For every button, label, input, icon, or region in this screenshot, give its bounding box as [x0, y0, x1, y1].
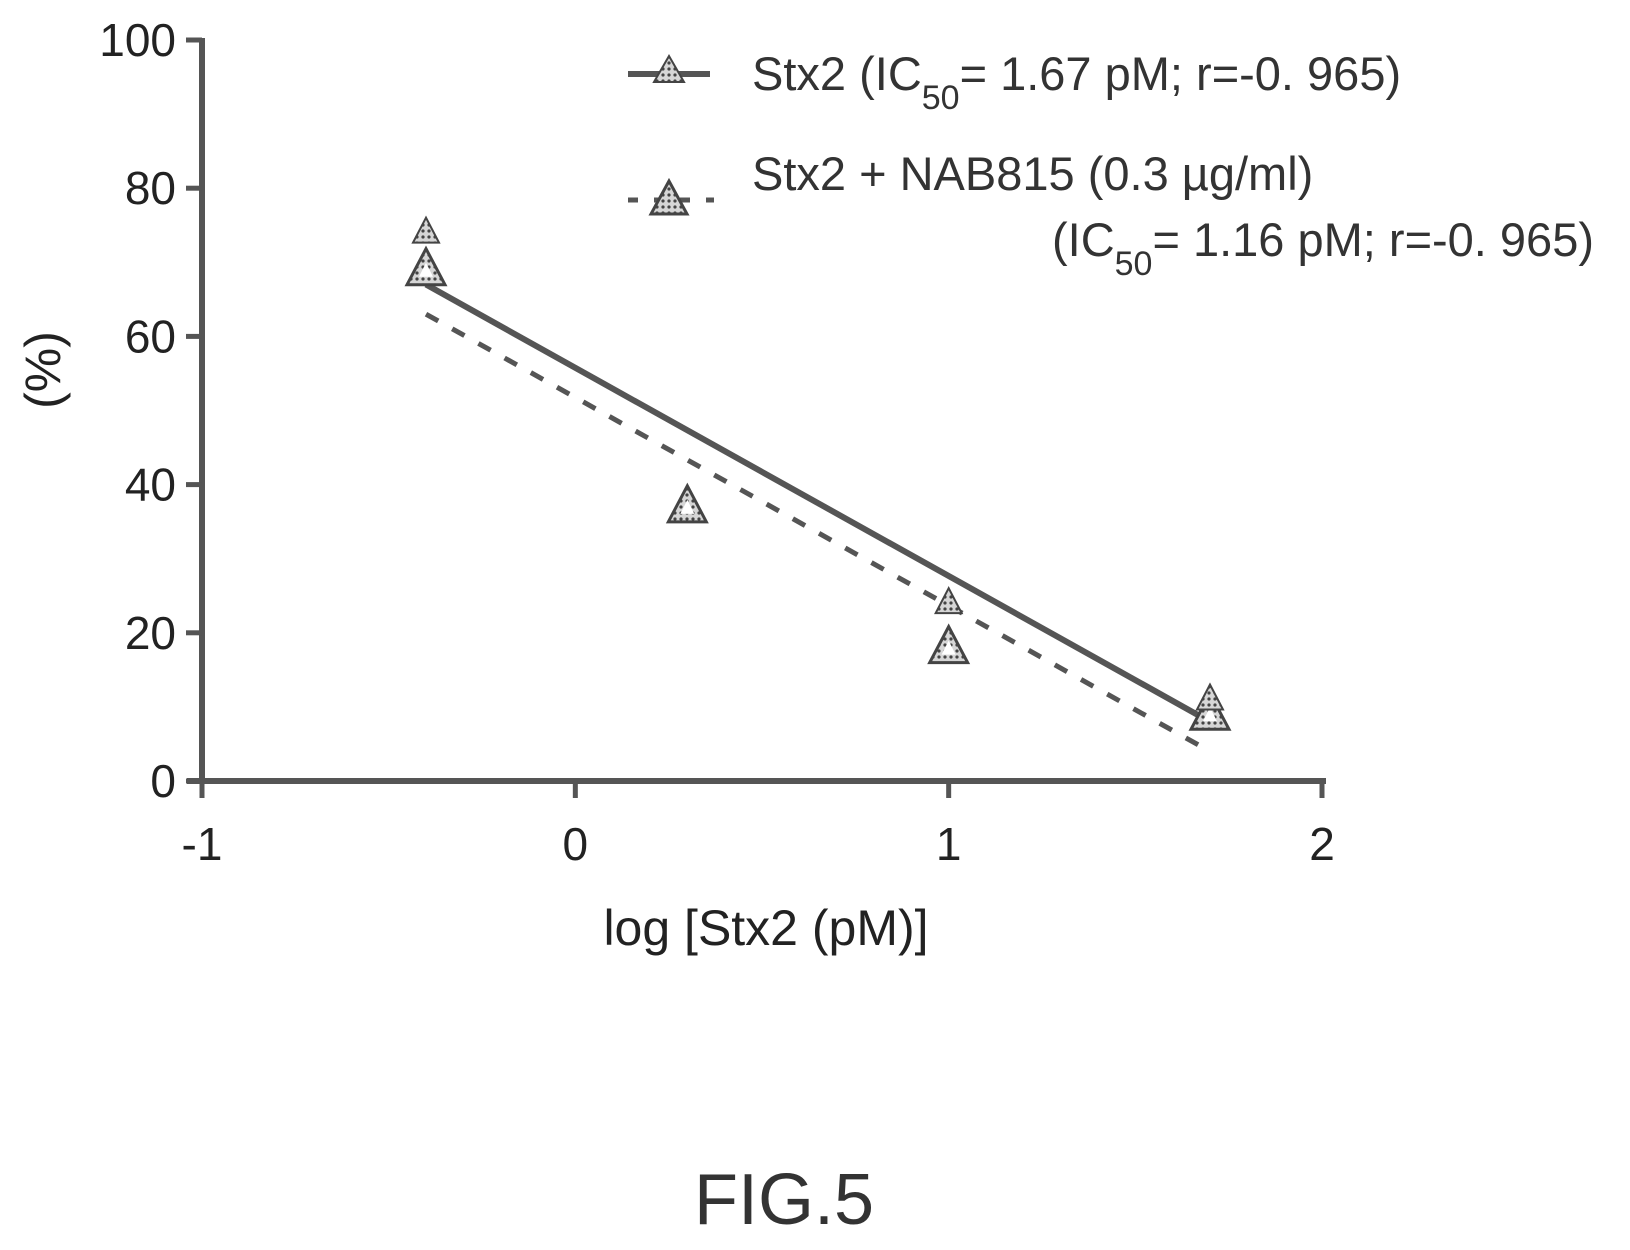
y-tick-label: 60: [125, 310, 176, 362]
y-tick-label: 40: [125, 459, 176, 511]
fit-line-stx2: [424, 281, 1212, 725]
data-point-hollow: [680, 499, 695, 514]
legend: Stx2 (IC50= 1.67 pM; r=-0. 965) Stx2 + N…: [628, 47, 1594, 283]
legend-stat-close-nab815: = 1.16 pM; r=-0. 965): [1152, 213, 1594, 266]
x-ticks: -1 0 1 2: [182, 781, 1335, 870]
x-tick-label: 2: [1309, 818, 1335, 870]
legend-marker-stx2-nab815: [648, 177, 690, 216]
points-stx2: [411, 215, 1225, 711]
figure-label: FIG.5: [694, 1160, 874, 1240]
legend-label-stx2-nab815: Stx2 + NAB815 (0.3 µg/ml): [752, 147, 1313, 200]
legend-marker-stx2: [652, 53, 686, 83]
y-tick-label: 100: [99, 14, 176, 66]
legend-stat-sub-nab815: 50: [1115, 245, 1153, 283]
legend-stat-stx2: (IC: [846, 47, 922, 100]
data-point: [411, 215, 441, 244]
data-point-hollow: [1203, 707, 1217, 722]
legend-stat-sub-stx2: 50: [922, 79, 960, 117]
legend-name-stx2: Stx2: [752, 47, 846, 100]
x-tick-label: 0: [563, 818, 589, 870]
points-stx2-nab815: [404, 245, 1232, 731]
y-ticks: 0 20 40 60 80 100: [99, 14, 202, 807]
legend-stat-close-stx2: = 1.67 pM; r=-0. 965): [960, 47, 1402, 100]
x-axis-title: log [Stx2 (pM)]: [603, 900, 928, 956]
y-tick-label: 80: [125, 162, 176, 214]
fit-line-stx2-nab815: [424, 311, 1212, 754]
legend-stat-stx2-nab815: (IC50= 1.16 pM; r=-0. 965): [1052, 213, 1594, 283]
data-point: [934, 585, 964, 615]
y-tick-label: 20: [125, 607, 176, 659]
data-point: [1195, 682, 1225, 711]
data-point-hollow: [419, 262, 433, 277]
data-point-hollow: [941, 640, 956, 655]
y-axis-title: (%): [15, 331, 71, 409]
legend-stat-open-nab815: (IC: [1052, 213, 1115, 266]
legend-label-stx2: Stx2 (IC50= 1.67 pM; r=-0. 965): [752, 47, 1401, 117]
y-tick-label: 0: [150, 755, 176, 807]
x-tick-label: 1: [936, 818, 962, 870]
x-tick-label: -1: [182, 818, 223, 870]
